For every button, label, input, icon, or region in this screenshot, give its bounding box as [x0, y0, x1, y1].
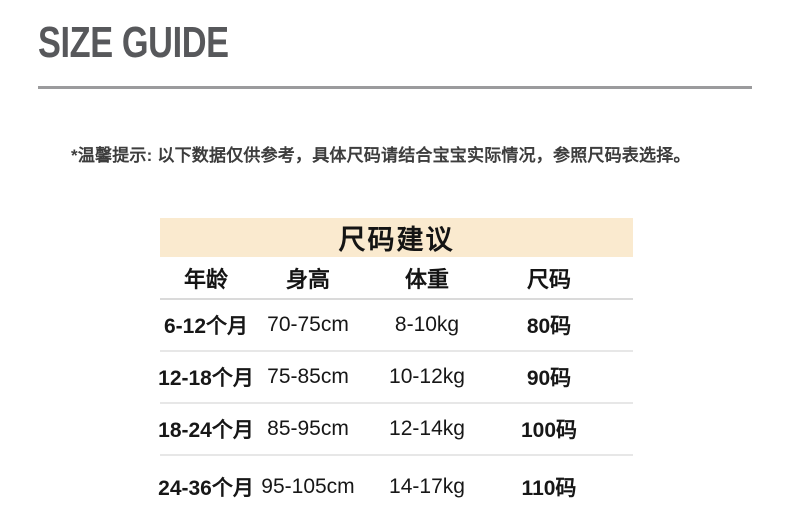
size-table-title: 尺码建议: [160, 218, 633, 257]
column-header-weight: 体重: [404, 266, 449, 292]
cell-height: 70-75cm: [267, 313, 349, 336]
cell-height: 95-105cm: [261, 475, 355, 498]
cell-age: 12-18个月: [158, 367, 254, 390]
cell-height: 85-95cm: [267, 417, 349, 440]
cell-weight: 10-12kg: [389, 365, 465, 388]
cell-age: 6-12个月: [163, 315, 249, 338]
cell-size: 100码: [520, 419, 578, 442]
cell-size: 110码: [521, 477, 577, 500]
column-header-size: 尺码: [526, 266, 571, 292]
cell-age: 24-36个月: [158, 477, 254, 500]
page-title: SIZE GUIDE: [38, 18, 229, 67]
column-header-age: 年龄: [183, 266, 228, 292]
cell-weight: 8-10kg: [394, 313, 460, 336]
table-row: 6-12个月 70-75cm 8-10kg 80码: [160, 300, 633, 352]
cell-age: 18-24个月: [158, 419, 254, 442]
cell-weight: 12-14kg: [389, 417, 465, 440]
title-divider: [38, 86, 752, 89]
table-row: 24-36个月 95-105cm 14-17kg 110码: [158, 456, 633, 518]
table-row: 12-18个月 75-85cm 10-12kg 90码: [158, 352, 633, 404]
table-header-row: 年龄 身高 体重 尺码: [160, 257, 633, 300]
notice-text: *温馨提示: 以下数据仅供参考，具体尺码请结合宝宝实际情况，参照尺码表选择。: [71, 146, 691, 165]
cell-size: 90码: [526, 367, 572, 390]
table-row: 18-24个月 85-95cm 12-14kg 100码: [158, 404, 633, 456]
column-header-height: 身高: [285, 266, 330, 292]
cell-size: 80码: [526, 315, 572, 338]
cell-height: 75-85cm: [267, 365, 349, 388]
size-table: 尺码建议 年龄 身高 体重 尺码 6-12个月 70-75cm 8-10kg 8…: [158, 218, 633, 518]
cell-weight: 14-17kg: [389, 475, 465, 498]
